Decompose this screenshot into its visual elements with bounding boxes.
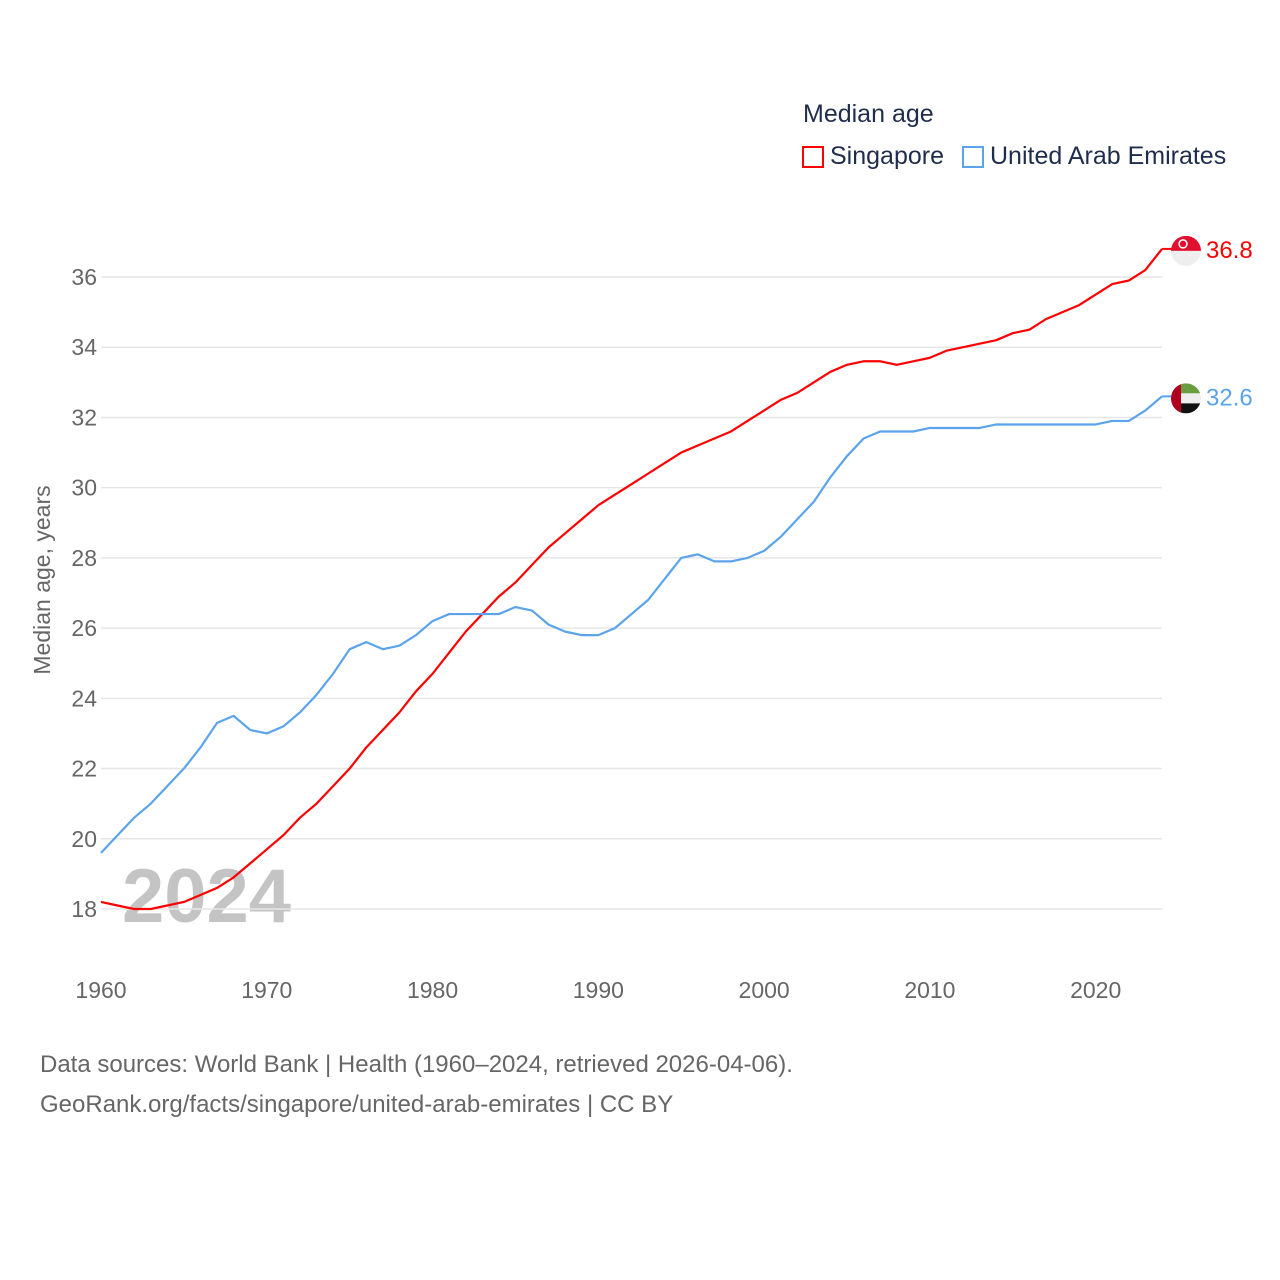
x-tick-label: 2020 [1070, 977, 1121, 1003]
x-tick-label: 2010 [904, 977, 955, 1003]
legend-swatch-singapore [802, 145, 824, 168]
y-tick-label: 34 [71, 334, 97, 360]
footer: Data sources: World Bank | Health (1960–… [40, 1045, 793, 1125]
end-value-label: 36.8 [1206, 237, 1253, 264]
legend-item-singapore[interactable]: Singapore [802, 142, 944, 171]
y-tick-label: 28 [71, 545, 97, 571]
legend-swatch-uae [961, 145, 984, 168]
source-link[interactable]: GeoRank.org/facts/singapore/united-arab-… [40, 1091, 674, 1118]
legend-title: Median age [803, 100, 934, 128]
legend-item-uae[interactable]: United Arab Emirates [961, 142, 1227, 171]
x-tick-label: 2000 [739, 977, 790, 1003]
x-tick-label: 1960 [75, 977, 126, 1003]
data-sources-text: Data sources: World Bank | Health (1960–… [40, 1051, 793, 1078]
y-tick-label: 20 [71, 826, 97, 852]
x-tick-label: 1990 [573, 977, 624, 1003]
y-axis-label: Median age, years [29, 485, 55, 674]
y-tick-label: 18 [71, 896, 97, 922]
year-watermark: 2024 [122, 854, 291, 939]
legend-label: United Arab Emirates [989, 142, 1227, 170]
series-line-singapore [100, 248, 1163, 911]
y-tick-label: 22 [71, 756, 97, 782]
x-tick-label: 1970 [241, 977, 292, 1003]
singapore-flag-icon [1171, 235, 1201, 266]
legend: Singapore United Arab Emirates [802, 142, 1226, 171]
y-tick-label: 30 [71, 475, 97, 501]
y-tick-label: 32 [71, 404, 97, 430]
x-tick-label: 1980 [407, 977, 458, 1003]
uae-flag-icon [1171, 383, 1201, 414]
y-tick-label: 24 [71, 685, 97, 711]
y-tick-label: 26 [71, 615, 97, 641]
end-value-label: 32.6 [1206, 384, 1253, 411]
legend-label: Singapore [830, 142, 944, 170]
series-line-uae [100, 395, 1163, 854]
y-tick-label: 36 [71, 264, 97, 290]
